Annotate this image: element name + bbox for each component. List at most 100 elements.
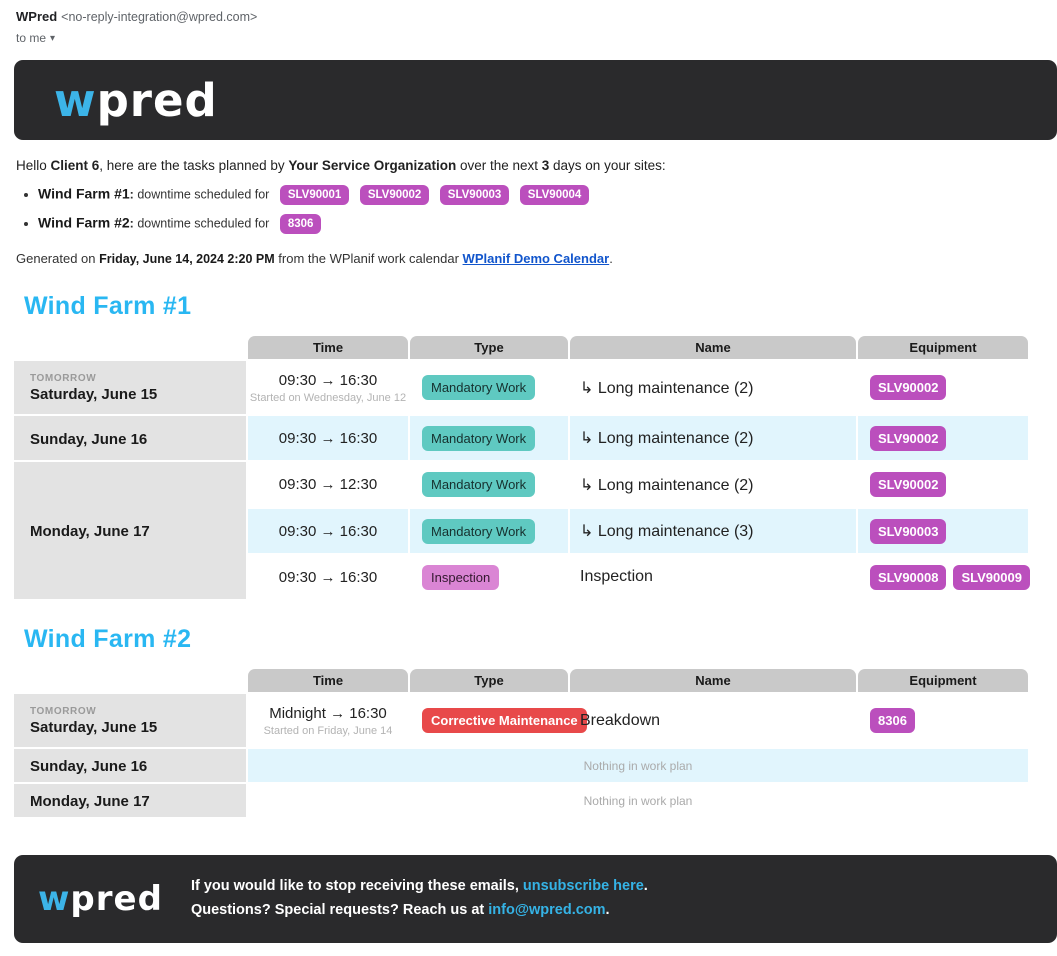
type-badge-mandatory-work: Mandatory Work bbox=[422, 425, 536, 451]
time-cell: 09:30 → 16:30 Started on Wednesday, June… bbox=[248, 361, 408, 414]
table-row: 09:30 → 16:30 Started on Wednesday, June… bbox=[248, 361, 1028, 414]
equipment-badge: 8306 bbox=[870, 708, 915, 733]
header-spacer bbox=[14, 669, 246, 692]
date-label: Sunday, June 16 bbox=[30, 758, 148, 775]
organization-name: Your Service Organization bbox=[288, 158, 457, 173]
logo-rest: pred bbox=[96, 73, 218, 127]
email-meta: WPred <no-reply-integration@wpred.com> to… bbox=[0, 0, 1057, 47]
tomorrow-tag: TOMORROW bbox=[30, 705, 97, 717]
equipment-badge: SLV90003 bbox=[870, 518, 947, 544]
chevron-down-icon: ▾ bbox=[50, 32, 56, 44]
type-cell: Corrective Maintenance bbox=[410, 694, 587, 747]
task-name: Inspection bbox=[580, 568, 653, 585]
equipment-cell: SLV90008 SLV90009 bbox=[858, 555, 1030, 599]
generated-line: Generated on Friday, June 14, 2024 2:20 … bbox=[16, 251, 613, 266]
column-header-equipment: Equipment bbox=[858, 669, 1028, 692]
date-cell: TOMORROW Saturday, June 15 bbox=[14, 694, 246, 747]
day-group-sunday: Sunday, June 16 Nothing in work plan bbox=[14, 749, 1028, 782]
table-row: 09:30 → 12:30 Mandatory Work ↳ Long main… bbox=[248, 462, 1028, 507]
equipment-badge: SLV90002 bbox=[870, 375, 947, 400]
column-header-name: Name bbox=[570, 669, 856, 692]
equipment-cell: SLV90002 bbox=[858, 462, 1028, 507]
column-header-type: Type bbox=[410, 669, 568, 692]
column-header-type: Type bbox=[410, 336, 568, 359]
date-cell: Monday, June 17 bbox=[14, 784, 246, 817]
wpred-logo: wpred bbox=[54, 78, 218, 123]
table-row: Midnight → 16:30 Started on Friday, June… bbox=[248, 694, 1028, 747]
table-row: 09:30 → 16:30 Mandatory Work ↳ Long main… bbox=[248, 416, 1028, 460]
tomorrow-tag: TOMORROW bbox=[30, 372, 97, 384]
time-note: Started on Wednesday, June 12 bbox=[249, 391, 407, 404]
schedule-table-wind-farm-1: Time Type Name Equipment TOMORROW Saturd… bbox=[14, 336, 1030, 599]
time-range: Midnight → 16:30 bbox=[269, 704, 387, 722]
site-name: Wind Farm #1 bbox=[38, 185, 130, 202]
header-banner: wpred bbox=[14, 60, 1057, 140]
table-header-row: Time Type Name Equipment bbox=[14, 336, 1028, 359]
column-header-time: Time bbox=[248, 669, 408, 692]
date-label: Saturday, June 15 bbox=[30, 385, 158, 403]
table-row: 09:30 → 16:30 Inspection Inspection SLV9… bbox=[248, 555, 1030, 599]
day-group-sunday: Sunday, June 16 09:30 → 16:30 Mandatory … bbox=[14, 416, 1028, 460]
date-label: Monday, June 17 bbox=[30, 523, 150, 540]
date-cell: Monday, June 17 bbox=[14, 462, 246, 599]
type-cell: Mandatory Work bbox=[410, 416, 568, 460]
time-range: 09:30 → 16:30 bbox=[278, 429, 378, 447]
logo-w: w bbox=[38, 879, 71, 919]
time-cell: Midnight → 16:30 Started on Friday, June… bbox=[248, 694, 408, 747]
type-cell: Mandatory Work bbox=[410, 361, 568, 414]
wpred-logo: wpred bbox=[38, 882, 163, 916]
type-badge-mandatory-work: Mandatory Work bbox=[422, 518, 536, 544]
date-cell: TOMORROW Saturday, June 15 bbox=[14, 361, 246, 414]
type-cell: Mandatory Work bbox=[410, 509, 568, 553]
task-name: ↳ Long maintenance (2) bbox=[580, 379, 754, 397]
column-header-time: Time bbox=[248, 336, 408, 359]
day-group-saturday: TOMORROW Saturday, June 15 09:30 → 16:30… bbox=[14, 361, 1028, 414]
unsubscribe-link[interactable]: unsubscribe here bbox=[522, 878, 644, 895]
logo-rest: pred bbox=[70, 879, 163, 919]
empty-row: Nothing in work plan bbox=[248, 784, 1028, 817]
date-label: Sunday, June 16 bbox=[30, 430, 148, 448]
equipment-cell: SLV90003 bbox=[858, 509, 1028, 553]
recipient-dropdown[interactable]: to me ▾ bbox=[16, 31, 55, 45]
time-range: 09:30 → 16:30 bbox=[278, 522, 378, 540]
type-badge-inspection: Inspection bbox=[422, 564, 500, 590]
equipment-cell: SLV90002 bbox=[858, 416, 1028, 460]
site-summary-list: Wind Farm #1: downtime scheduled for SLV… bbox=[38, 185, 1057, 234]
generated-datetime: Friday, June 14, 2024 2:20 PM bbox=[99, 252, 275, 266]
equipment-badge: SLV90004 bbox=[519, 185, 590, 205]
schedule-table-wind-farm-2: Time Type Name Equipment TOMORROW Saturd… bbox=[14, 669, 1028, 817]
table-header-row: Time Type Name Equipment bbox=[14, 669, 1028, 692]
day-group-saturday: TOMORROW Saturday, June 15 Midnight → 16… bbox=[14, 694, 1028, 747]
section-title-wind-farm-2: Wind Farm #2 bbox=[24, 625, 192, 653]
task-name: Breakdown bbox=[580, 711, 661, 729]
equipment-badge: SLV90001 bbox=[279, 185, 350, 205]
days-count: 3 bbox=[541, 158, 550, 173]
equipment-cell: SLV90002 bbox=[858, 361, 1028, 414]
date-label: Saturday, June 15 bbox=[30, 718, 158, 736]
task-name: ↳ Long maintenance (2) bbox=[580, 476, 754, 494]
type-badge-corrective-maintenance: Corrective Maintenance bbox=[422, 708, 587, 733]
time-cell: 09:30 → 16:30 bbox=[248, 416, 408, 460]
client-name: Client 6 bbox=[50, 158, 100, 173]
date-label: Monday, June 17 bbox=[30, 793, 150, 810]
downtime-label: downtime scheduled for bbox=[137, 216, 270, 231]
equipment-badge: 8306 bbox=[279, 214, 322, 234]
time-cell: 09:30 → 12:30 bbox=[248, 462, 408, 507]
sender-name: WPred bbox=[16, 9, 58, 24]
section-title-wind-farm-1: Wind Farm #1 bbox=[24, 292, 192, 320]
empty-plan-label: Nothing in work plan bbox=[583, 793, 693, 808]
equipment-badge: SLV90009 bbox=[953, 564, 1030, 590]
site-summary-item: Wind Farm #1: downtime scheduled for SLV… bbox=[38, 185, 1057, 205]
greeting-text: Hello Client 6, here are the tasks plann… bbox=[16, 158, 666, 173]
equipment-badge: SLV90003 bbox=[439, 185, 510, 205]
time-note: Started on Friday, June 14 bbox=[263, 724, 393, 737]
equipment-badge: SLV90002 bbox=[870, 472, 947, 497]
day-group-monday: Monday, June 17 Nothing in work plan bbox=[14, 784, 1028, 817]
type-cell: Mandatory Work bbox=[410, 462, 568, 507]
footer-banner: wpred If you would like to stop receivin… bbox=[14, 855, 1057, 943]
calendar-link[interactable]: WPlanif Demo Calendar bbox=[462, 251, 610, 266]
column-header-name: Name bbox=[570, 336, 856, 359]
logo-w: w bbox=[54, 73, 97, 127]
type-badge-mandatory-work: Mandatory Work bbox=[422, 375, 536, 400]
contact-email-link[interactable]: info@wpred.com bbox=[488, 902, 606, 918]
